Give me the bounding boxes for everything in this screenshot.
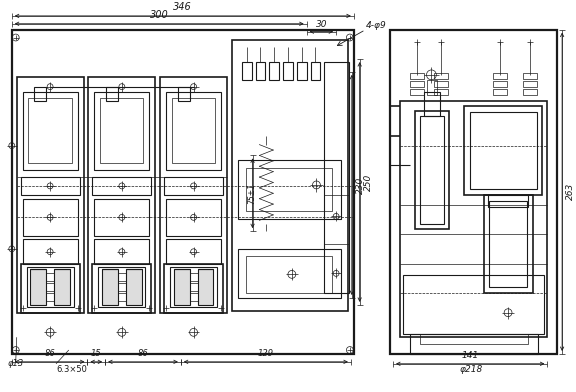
Text: 230: 230: [356, 176, 365, 194]
Text: 4-φ9: 4-φ9: [366, 21, 386, 30]
Bar: [174, 269, 190, 305]
Bar: [238, 160, 341, 220]
Bar: [118, 293, 126, 301]
Bar: [22, 239, 78, 263]
Bar: [420, 116, 444, 224]
Text: 15: 15: [91, 349, 102, 358]
Bar: [94, 92, 149, 170]
Bar: [118, 273, 126, 281]
Bar: [434, 73, 448, 79]
Bar: [160, 77, 227, 313]
Bar: [324, 62, 349, 293]
Bar: [172, 98, 215, 163]
Bar: [12, 30, 354, 354]
Bar: [28, 98, 72, 163]
Bar: [523, 81, 537, 87]
Bar: [166, 199, 221, 236]
Bar: [256, 62, 266, 80]
Bar: [523, 73, 537, 79]
Bar: [390, 30, 557, 354]
Bar: [31, 269, 46, 305]
Bar: [17, 77, 84, 313]
Bar: [410, 334, 537, 354]
Bar: [118, 283, 126, 291]
Bar: [21, 263, 79, 313]
Bar: [297, 62, 306, 80]
Bar: [198, 269, 213, 305]
Bar: [190, 273, 198, 281]
Bar: [106, 87, 118, 102]
Bar: [21, 177, 79, 195]
Bar: [493, 73, 507, 79]
Bar: [246, 256, 332, 293]
Bar: [415, 111, 449, 229]
Bar: [232, 40, 348, 311]
Bar: [426, 80, 437, 94]
Bar: [22, 92, 78, 170]
Bar: [54, 269, 70, 305]
Bar: [98, 267, 146, 307]
Bar: [92, 263, 151, 313]
Bar: [26, 267, 74, 307]
Bar: [166, 92, 221, 170]
Bar: [434, 89, 448, 94]
Bar: [410, 89, 423, 94]
Bar: [35, 87, 46, 102]
Text: φ13: φ13: [8, 359, 24, 368]
Bar: [94, 239, 149, 263]
Bar: [410, 81, 423, 87]
Text: 75±1: 75±1: [248, 183, 256, 204]
Bar: [102, 269, 118, 305]
Bar: [92, 177, 151, 195]
Bar: [242, 62, 252, 80]
Bar: [470, 112, 537, 189]
Text: 30: 30: [316, 20, 327, 29]
Text: 300: 300: [150, 10, 169, 20]
Text: 346: 346: [173, 2, 192, 12]
Bar: [490, 201, 526, 287]
Text: 129: 129: [258, 349, 274, 358]
Text: 6.3×50: 6.3×50: [56, 365, 87, 374]
Bar: [100, 98, 143, 163]
Text: φ218: φ218: [459, 365, 482, 374]
Bar: [46, 273, 54, 281]
Bar: [46, 293, 54, 301]
Bar: [89, 77, 156, 313]
Bar: [46, 283, 54, 291]
Text: 263: 263: [566, 183, 575, 200]
Bar: [423, 92, 440, 116]
Bar: [190, 283, 198, 291]
Bar: [523, 89, 537, 94]
Bar: [22, 199, 78, 236]
Text: 141: 141: [461, 351, 479, 360]
Bar: [126, 269, 142, 305]
Text: 86: 86: [44, 349, 55, 358]
Bar: [310, 62, 320, 80]
Bar: [493, 81, 507, 87]
Bar: [164, 177, 223, 195]
Bar: [400, 102, 547, 337]
Bar: [246, 168, 332, 211]
Bar: [166, 239, 221, 263]
Text: 250: 250: [363, 173, 373, 191]
Bar: [434, 81, 448, 87]
Bar: [170, 267, 217, 307]
Bar: [283, 62, 293, 80]
Bar: [420, 334, 528, 344]
Text: 86: 86: [138, 349, 149, 358]
Bar: [190, 293, 198, 301]
Bar: [493, 89, 507, 94]
Bar: [94, 199, 149, 236]
Bar: [269, 62, 279, 80]
Bar: [464, 106, 543, 195]
Bar: [164, 263, 223, 313]
Bar: [488, 195, 528, 207]
Bar: [483, 195, 533, 293]
Bar: [403, 275, 544, 334]
Bar: [238, 249, 341, 298]
Bar: [410, 73, 423, 79]
Bar: [178, 87, 190, 102]
